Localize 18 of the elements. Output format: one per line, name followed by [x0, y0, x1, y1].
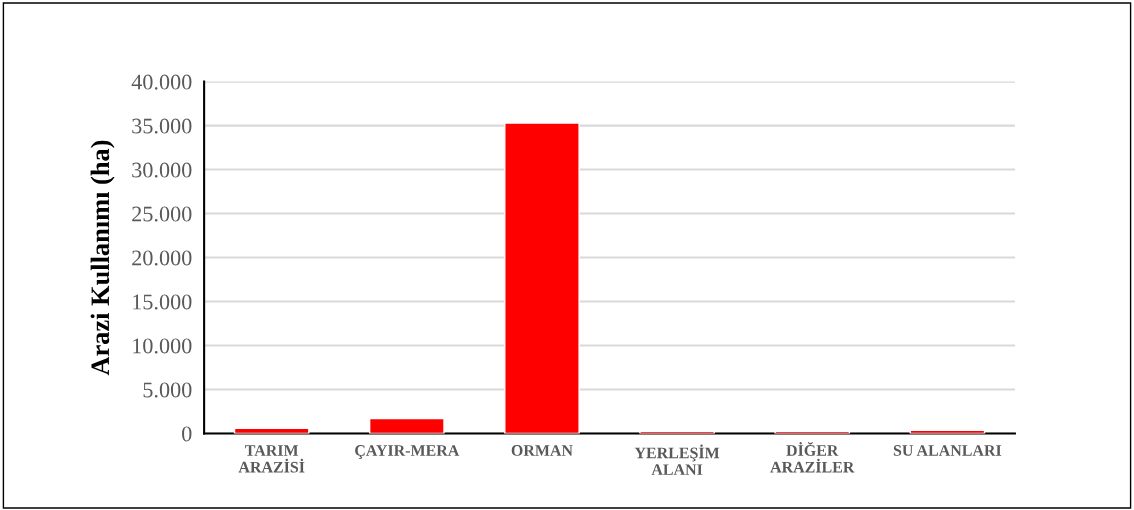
y-tick-label: 0: [182, 426, 192, 442]
x-tick-label: DİĞER ARAZİLER: [770, 441, 855, 473]
bar: [368, 417, 445, 434]
y-tick-label: 30.000: [132, 162, 192, 178]
x-tick-label: YERLEŞİM ALANI: [634, 444, 720, 475]
bar: [504, 122, 580, 434]
x-tick-label: ORMAN: [511, 445, 573, 456]
y-tick-label: 5.000: [143, 382, 192, 398]
x-tick-label: SU ALANLARI: [893, 445, 1002, 456]
y-tick-label: 10.000: [133, 338, 192, 354]
x-tick-label: ÇAYIR-MERA: [355, 445, 460, 459]
y-tick-label: 25.000: [132, 206, 192, 222]
y-tick-label: 20.000: [132, 250, 192, 266]
y-axis-title: Arazi Kullanımı (ha): [90, 140, 115, 376]
y-tick-label: 40.000: [131, 74, 192, 90]
y-tick-label: 35.000: [132, 118, 192, 134]
x-tick-label: TARIM ARAZİSİ: [238, 445, 305, 473]
y-tick-label: 15.000: [133, 294, 192, 310]
